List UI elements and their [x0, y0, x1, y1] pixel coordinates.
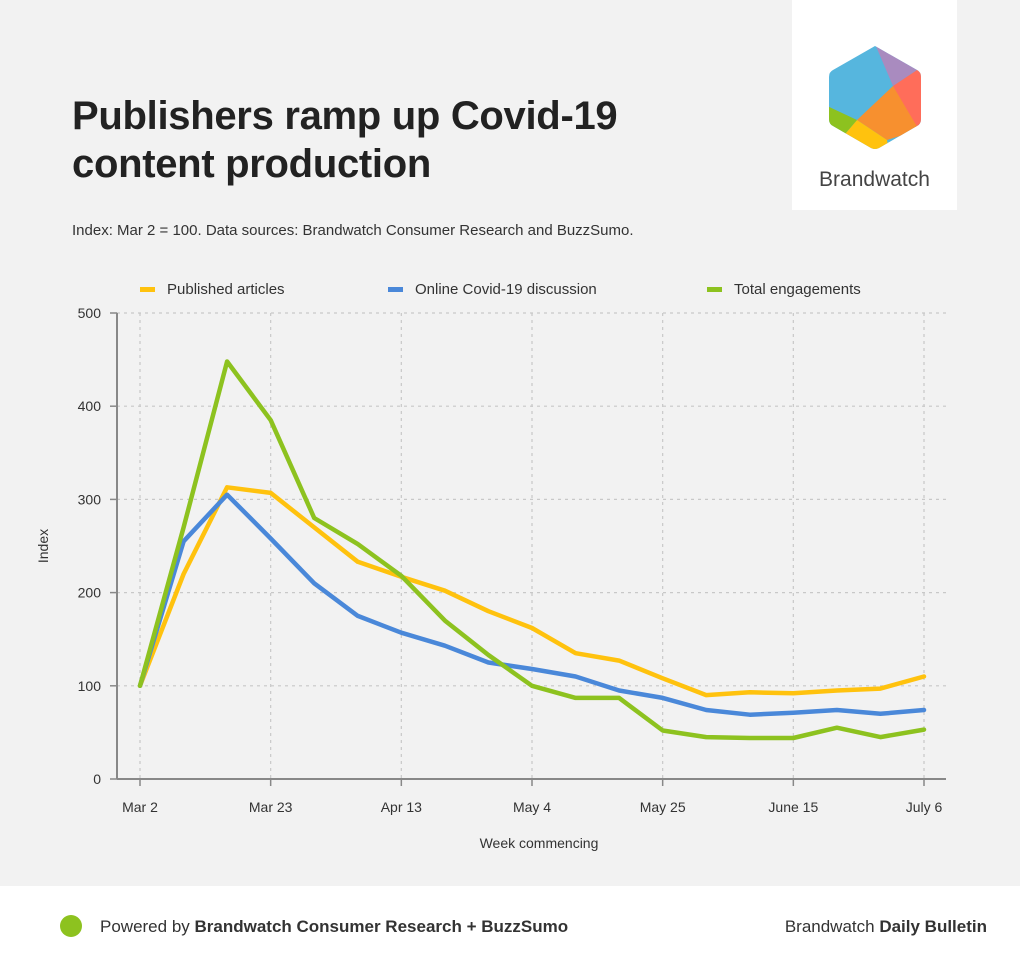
- chart-title: Publishers ramp up Covid-19 content prod…: [72, 94, 618, 186]
- legend-item-published-articles: Published articles: [140, 281, 285, 298]
- powered-by-sources: Brandwatch Consumer Research + BuzzSumo: [194, 917, 569, 936]
- legend-swatch-published-articles: [140, 287, 155, 292]
- x-tick-label: July 6: [906, 799, 943, 815]
- y-tick-label: 500: [78, 305, 102, 321]
- brandwatch-logo-card: Brandwatch: [792, 0, 957, 210]
- legend-label: Published articles: [167, 281, 285, 298]
- legend-swatch-online-discussion: [388, 287, 403, 292]
- brandwatch-logo-text: Brandwatch: [819, 168, 930, 191]
- chart-subtitle: Index: Mar 2 = 100. Data sources: Brandw…: [72, 222, 634, 239]
- axis-labels: 0 100 200 300 400 500 Mar 2 Mar 23 Apr 13 May 4 Ma…: [35, 305, 942, 851]
- x-tick-label: Apr 13: [381, 799, 422, 815]
- series-line-online-covid-19-discussion: [137, 492, 927, 717]
- brandwatch-hexagon-logo-icon: [829, 46, 921, 149]
- legend-label: Online Covid-19 discussion: [415, 281, 597, 298]
- y-tick-label: 0: [93, 771, 101, 787]
- x-tick-label: May 4: [513, 799, 551, 815]
- legend-label: Total engagements: [734, 281, 861, 298]
- legend-item-online-discussion: Online Covid-19 discussion: [388, 281, 597, 298]
- series-line-total-engagements: [137, 359, 927, 741]
- x-axis-title: Week commencing: [480, 835, 599, 851]
- powered-by-text: Powered by Brandwatch Consumer Research …: [100, 917, 568, 937]
- powered-by-prefix: Powered by: [100, 917, 195, 936]
- x-tick-label: Mar 23: [249, 799, 293, 815]
- y-tick-label: 200: [78, 585, 102, 601]
- y-axis-title: Index: [35, 529, 51, 563]
- legend-swatch-total-engagements: [707, 287, 722, 292]
- series-lines: [137, 359, 927, 741]
- x-tick-label: June 15: [768, 799, 818, 815]
- series-line-published-articles: [137, 485, 927, 698]
- green-dot-icon: [60, 915, 82, 937]
- daily-bulletin-text: Brandwatch Daily Bulletin: [785, 917, 987, 937]
- y-tick-label: 400: [78, 398, 102, 414]
- axes: [110, 312, 946, 786]
- x-tick-label: Mar 2: [122, 799, 158, 815]
- y-tick-label: 300: [78, 491, 102, 507]
- bulletin-prefix: Brandwatch: [784, 917, 880, 936]
- legend-item-total-engagements: Total engagements: [707, 281, 861, 298]
- footer: Powered by Brandwatch Consumer Research …: [0, 886, 1020, 963]
- x-tick-label: May 25: [640, 799, 686, 815]
- y-tick-label: 100: [78, 678, 102, 694]
- line-chart: 0 100 200 300 400 500 Mar 2 Mar 23 Apr 13 May 4 Ma…: [35, 305, 946, 851]
- chart-legend: Published articles Online Covid-19 discu…: [140, 281, 940, 301]
- bulletin-name: Daily Bulletin: [879, 917, 987, 936]
